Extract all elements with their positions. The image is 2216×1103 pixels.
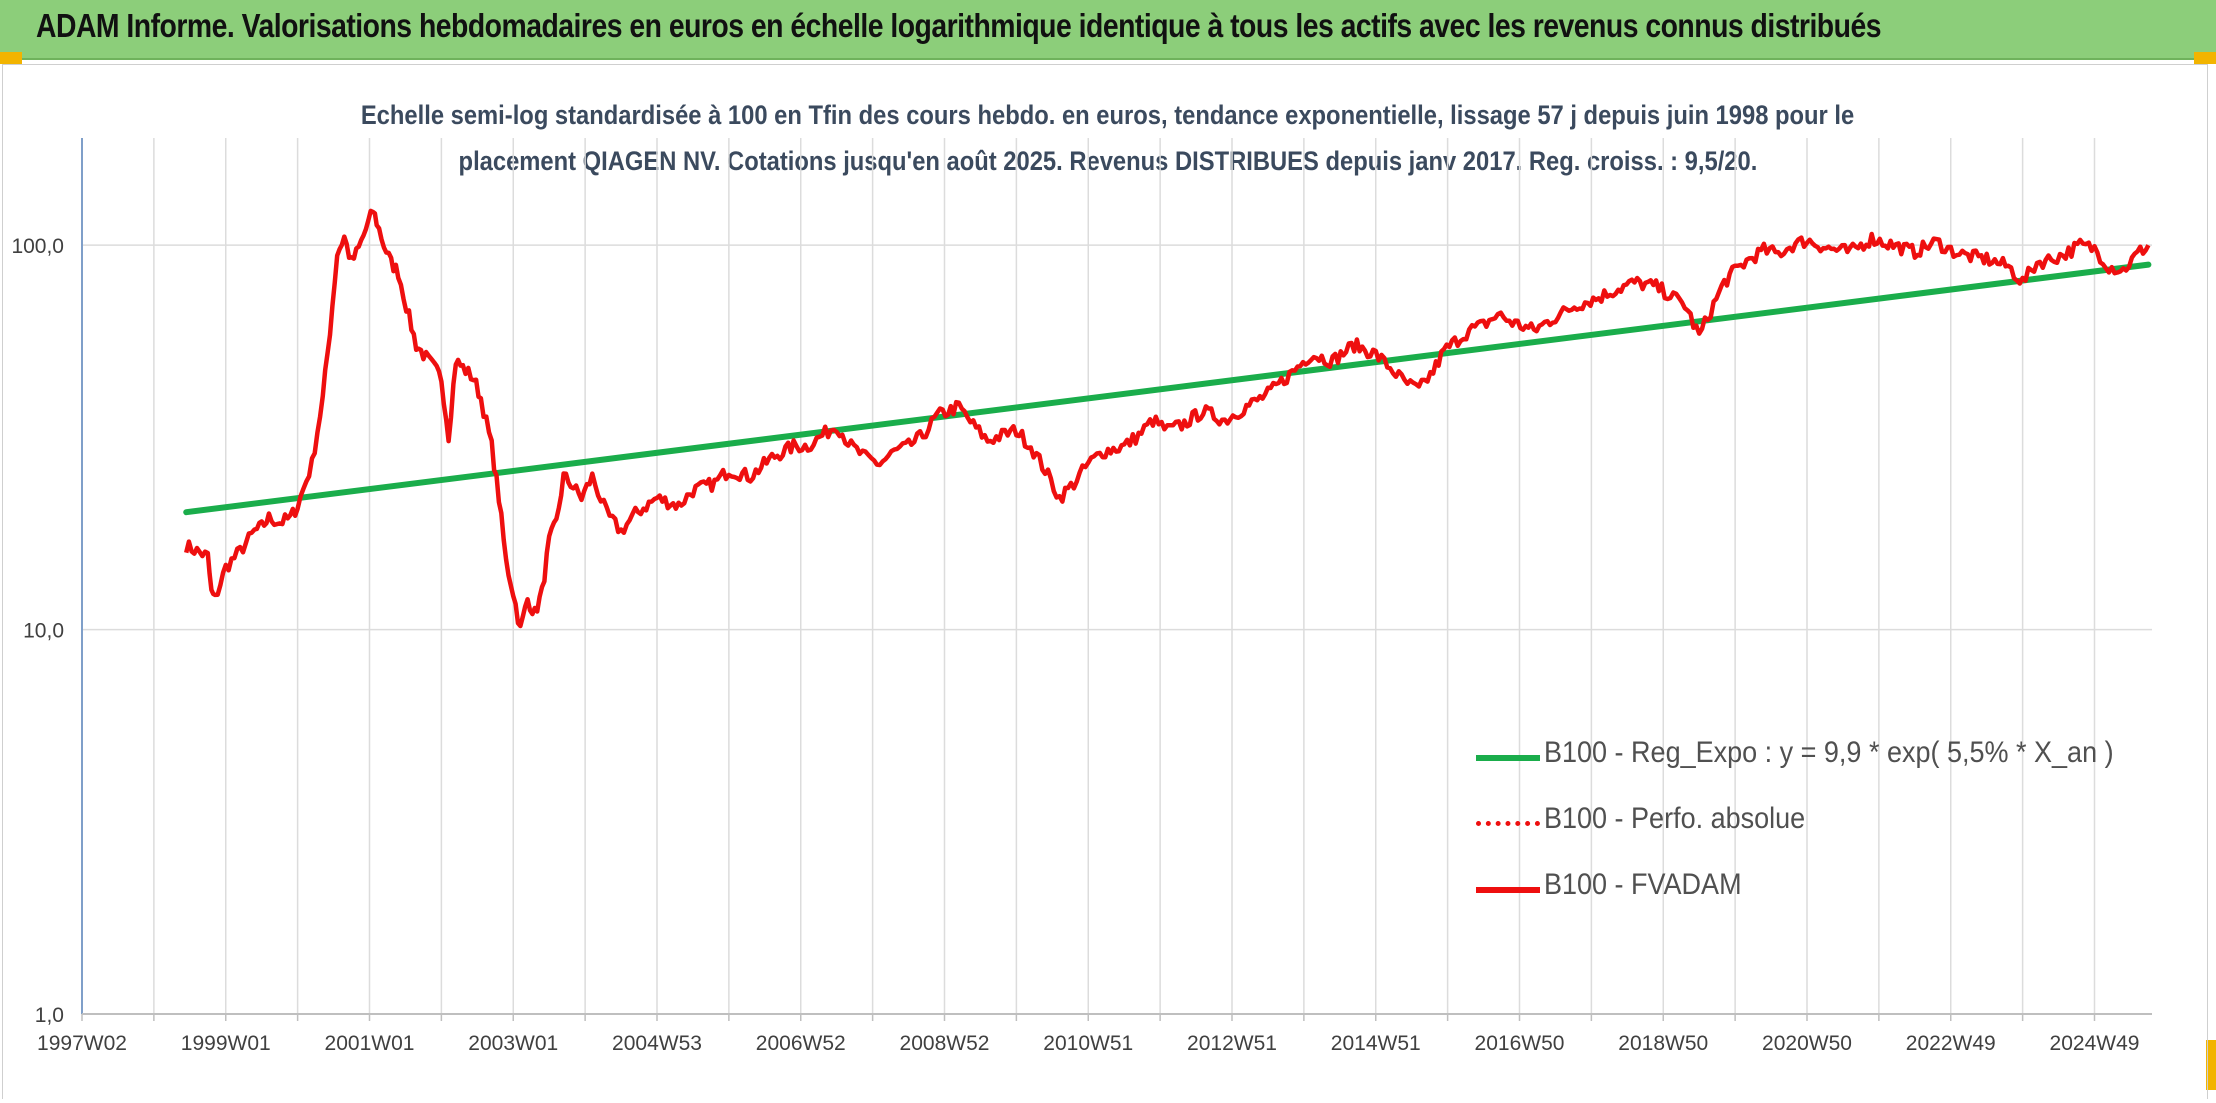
fvadam-line [184, 208, 2151, 629]
header-bar: ADAM Informe. Valorisations hebdomadaire… [0, 0, 2216, 60]
legend-item-fvadam: B100 - FVADAM [1476, 864, 2196, 930]
chart-title-line2: placement QIAGEN NV. Cotations jusqu'en … [458, 146, 1758, 176]
x-tick-label: 2001W01 [325, 1032, 415, 1055]
series [183, 208, 2152, 629]
x-tick-label: 2014W51 [1331, 1032, 1421, 1055]
y-tick-label: 1,0 [35, 1004, 64, 1027]
x-tick-label: 2004W53 [612, 1032, 702, 1055]
legend-item-perfo: B100 - Perfo. absolue [1476, 798, 2196, 864]
x-tick-label: 2024W49 [2050, 1032, 2140, 1055]
y-tick-label: 10,0 [23, 620, 64, 643]
legend-swatch-trend [1476, 755, 1540, 761]
trend-line [183, 261, 2152, 516]
x-tick-label: 2022W49 [1906, 1032, 1996, 1055]
x-tick-label: 2012W51 [1187, 1032, 1277, 1055]
legend-swatch-perfo [1476, 821, 1540, 826]
legend: B100 - Reg_Expo : y = 9,9 * exp( 5,5% * … [1476, 732, 2196, 930]
chart-panel [2, 64, 2208, 1099]
x-tick-label: 2006W52 [756, 1032, 846, 1055]
axes [81, 138, 2152, 1021]
legend-label-fvadam: B100 - FVADAM [1544, 868, 1742, 901]
corner-mark-bottom-right [2206, 1040, 2216, 1090]
legend-label-perfo: B100 - Perfo. absolue [1544, 802, 1806, 835]
x-tick-label: 2008W52 [900, 1032, 990, 1055]
x-tick-label: 2020W50 [1762, 1032, 1852, 1055]
x-tick-label: 2010W51 [1043, 1032, 1133, 1055]
chart-title-line1: Echelle semi-log standardisée à 100 en T… [361, 100, 1855, 130]
tick-labels: 1,0 10,0 100,0 1997W02 1999W01 2001W01 2003W01… [11, 235, 2139, 1055]
legend-item-trend: B100 - Reg_Expo : y = 9,9 * exp( 5,5% * … [1476, 732, 2196, 798]
y-tick-label: 100,0 [11, 235, 64, 258]
corner-mark-right [2194, 52, 2216, 64]
x-tick-label: 2018W50 [1618, 1032, 1708, 1055]
legend-swatch-fvadam [1476, 887, 1540, 893]
x-tick-label: 2016W50 [1475, 1032, 1565, 1055]
header-title: ADAM Informe. Valorisations hebdomadaire… [36, 7, 1882, 44]
corner-mark-left [0, 52, 22, 64]
chart-title: Echelle semi-log standardisée à 100 en T… [0, 92, 2216, 184]
x-tick-label: 2003W01 [468, 1032, 558, 1055]
x-tick-label: 1997W02 [37, 1032, 127, 1055]
legend-label-trend: B100 - Reg_Expo : y = 9,9 * exp( 5,5% * … [1544, 736, 2114, 769]
x-tick-label: 1999W01 [181, 1032, 271, 1055]
